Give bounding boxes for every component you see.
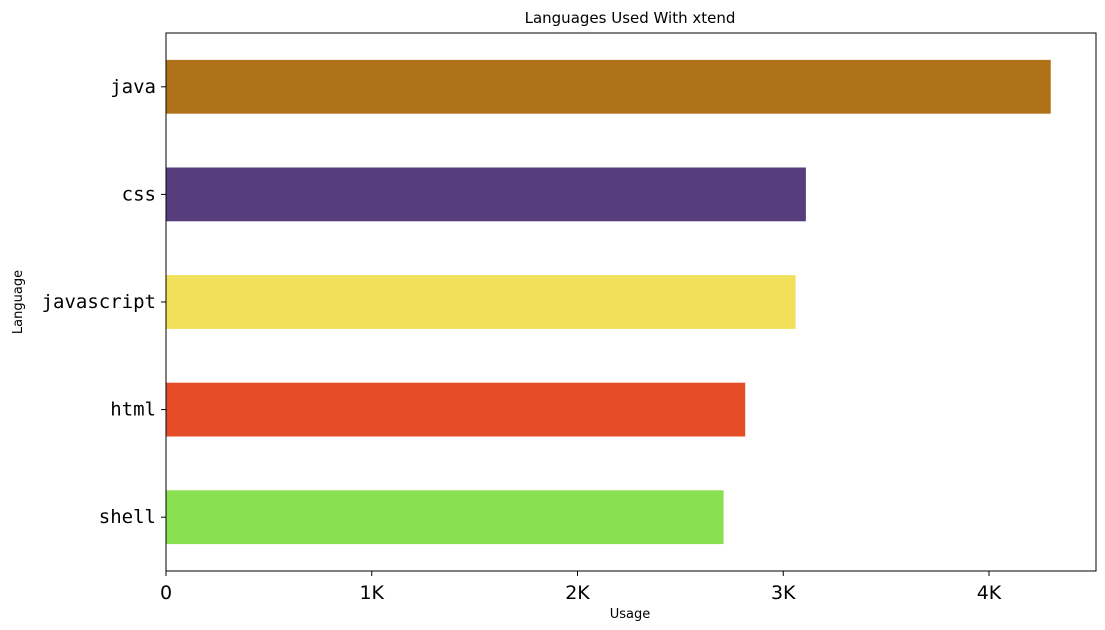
- x-tick-label: 2K: [565, 582, 590, 604]
- x-tick-label: 1K: [359, 582, 384, 604]
- y-axis-ticks: java css javascript html shell: [42, 76, 166, 528]
- y-tick-label: shell: [99, 506, 156, 528]
- bar-shell: [166, 490, 724, 545]
- x-tick-label: 3K: [771, 582, 796, 604]
- bars-group: [166, 59, 1051, 545]
- chart-title: Languages Used With xtend: [525, 9, 736, 27]
- y-tick-label: css: [122, 183, 156, 205]
- bar-html: [166, 382, 746, 437]
- y-tick-label: html: [110, 399, 156, 421]
- bar-java: [166, 59, 1051, 114]
- y-tick-label: javascript: [42, 291, 156, 313]
- y-tick-label: java: [110, 76, 156, 98]
- plot-frame: [165, 32, 1097, 572]
- bar-javascript: [166, 275, 796, 329]
- x-tick-label: 0: [160, 582, 172, 604]
- x-axis-label: Usage: [610, 607, 651, 622]
- bar-css: [166, 167, 806, 222]
- x-tick-label: 4K: [977, 582, 1002, 604]
- x-axis-ticks: 0 1K 2K 3K 4K: [160, 571, 1002, 604]
- y-axis-label: Language: [11, 270, 26, 334]
